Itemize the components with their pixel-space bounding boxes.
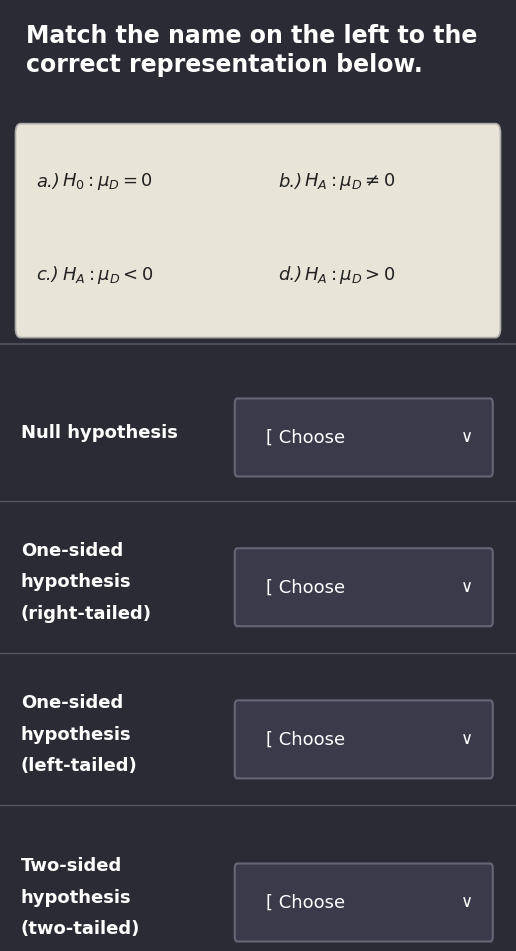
Text: [ Choose: [ Choose (266, 578, 345, 596)
Text: (right-tailed): (right-tailed) (21, 605, 152, 623)
Text: hypothesis: hypothesis (21, 726, 131, 744)
Text: a.): a.) (36, 173, 60, 191)
Text: ∨: ∨ (461, 578, 473, 596)
Text: hypothesis: hypothesis (21, 573, 131, 592)
Text: Two-sided: Two-sided (21, 858, 122, 875)
FancyBboxPatch shape (15, 124, 501, 338)
FancyBboxPatch shape (235, 864, 493, 941)
FancyBboxPatch shape (235, 700, 493, 778)
Text: $H_0: \mu_D = 0$: $H_0: \mu_D = 0$ (62, 171, 153, 192)
Text: c.): c.) (36, 266, 59, 284)
Text: $H_A: \mu_D \neq 0$: $H_A: \mu_D \neq 0$ (304, 171, 396, 192)
Text: (two-tailed): (two-tailed) (21, 921, 140, 938)
Text: $H_A: \mu_D < 0$: $H_A: \mu_D < 0$ (62, 265, 153, 286)
Text: One-sided: One-sided (21, 542, 123, 560)
Text: One-sided: One-sided (21, 694, 123, 712)
Text: b.): b.) (279, 173, 303, 191)
Text: Match the name on the left to the
correct representation below.: Match the name on the left to the correc… (26, 24, 477, 77)
FancyBboxPatch shape (235, 398, 493, 476)
Text: ∨: ∨ (461, 730, 473, 748)
Text: d.): d.) (279, 266, 303, 284)
FancyBboxPatch shape (235, 548, 493, 627)
Text: ∨: ∨ (461, 894, 473, 911)
Text: [ Choose: [ Choose (266, 730, 345, 748)
Text: Null hypothesis: Null hypothesis (21, 424, 178, 441)
Text: (left-tailed): (left-tailed) (21, 757, 137, 775)
Text: [ Choose: [ Choose (266, 894, 345, 911)
Text: hypothesis: hypothesis (21, 889, 131, 906)
Text: ∨: ∨ (461, 429, 473, 446)
Text: [ Choose: [ Choose (266, 429, 345, 446)
Text: $H_A: \mu_D > 0$: $H_A: \mu_D > 0$ (304, 265, 396, 286)
